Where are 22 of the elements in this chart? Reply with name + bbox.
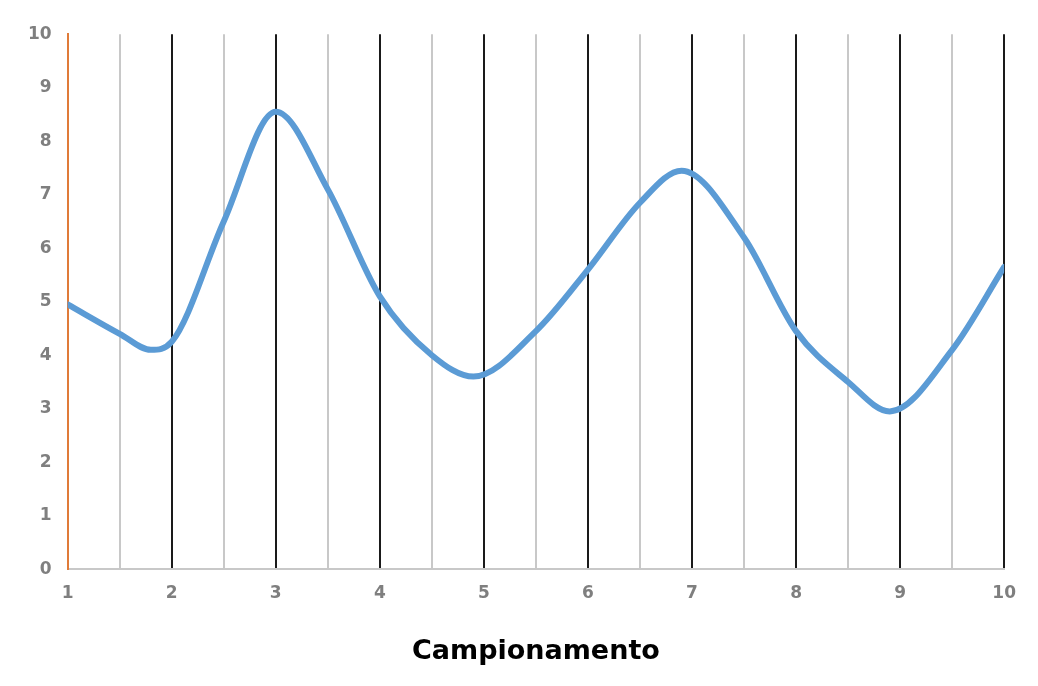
- y-tick-label: 8: [39, 129, 52, 150]
- y-tick-label: 4: [39, 343, 52, 364]
- y-tick-label: 5: [39, 290, 52, 311]
- x-tick-label: 8: [790, 581, 802, 602]
- y-tick-label: 10: [27, 22, 52, 43]
- x-tick-label: 5: [477, 581, 490, 602]
- y-tick-label: 2: [39, 450, 52, 471]
- x-tick-label: 9: [894, 581, 907, 602]
- x-tick-label: 3: [269, 581, 282, 602]
- y-tick-label: 6: [39, 236, 52, 257]
- y-tick-label: 0: [39, 557, 52, 578]
- x-tick-label: 6: [582, 581, 594, 602]
- y-tick-label: 7: [39, 183, 52, 204]
- x-axis-title: Campionamento: [411, 633, 660, 665]
- x-tick-label: 10: [992, 581, 1017, 602]
- x-tick-label: 7: [686, 581, 698, 602]
- x-tick-label: 1: [61, 581, 74, 602]
- y-tick-label: 1: [39, 504, 52, 525]
- y-tick-label: 3: [39, 397, 52, 418]
- x-tick-label: 2: [165, 581, 178, 602]
- y-tick-label: 9: [39, 76, 52, 97]
- x-tick-label: 4: [373, 581, 386, 602]
